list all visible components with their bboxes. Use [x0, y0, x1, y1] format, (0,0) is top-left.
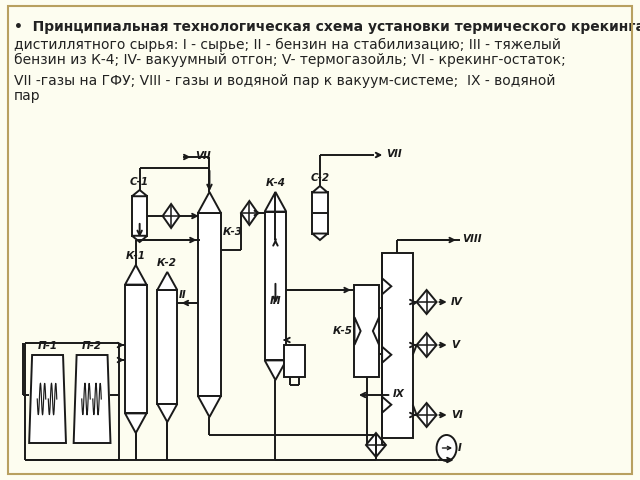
Bar — [132, 196, 147, 236]
Polygon shape — [125, 265, 147, 285]
Polygon shape — [157, 404, 177, 422]
Text: бензин из К-4; IV- вакуумный отгон; V- термогазойль; VI - крекинг-остаток;: бензин из К-4; IV- вакуумный отгон; V- т… — [14, 53, 566, 67]
Polygon shape — [198, 396, 221, 417]
Bar — [355, 285, 379, 377]
Polygon shape — [312, 234, 328, 240]
Polygon shape — [355, 317, 360, 345]
Text: V: V — [451, 340, 459, 350]
Text: К-4: К-4 — [266, 178, 285, 188]
Polygon shape — [157, 272, 177, 290]
Polygon shape — [265, 192, 286, 212]
Polygon shape — [29, 355, 66, 443]
Text: К-1: К-1 — [126, 251, 146, 261]
Bar — [157, 290, 177, 404]
Bar — [125, 285, 147, 413]
Polygon shape — [132, 190, 147, 196]
Polygon shape — [373, 317, 379, 345]
Bar — [265, 212, 286, 360]
Polygon shape — [198, 192, 221, 213]
Polygon shape — [382, 347, 391, 363]
Text: С-2: С-2 — [310, 173, 330, 183]
Polygon shape — [366, 433, 386, 457]
Bar — [382, 253, 413, 438]
Text: IV: IV — [451, 297, 463, 307]
Polygon shape — [74, 355, 111, 443]
Text: С-1: С-1 — [130, 177, 149, 187]
Bar — [312, 192, 328, 234]
Circle shape — [436, 435, 456, 461]
Text: VII -газы на ГФУ; VIII - газы и водяной пар к вакуум-системе;  IX - водяной: VII -газы на ГФУ; VIII - газы и водяной … — [14, 74, 556, 88]
Polygon shape — [382, 278, 391, 294]
Text: VIII: VIII — [462, 234, 481, 244]
Bar — [198, 213, 221, 396]
Polygon shape — [417, 290, 436, 314]
Text: дистиллятного сырья: I - сырье; II - бензин на стабилизацию; III - тяжелый: дистиллятного сырья: I - сырье; II - бен… — [14, 38, 561, 52]
Bar — [284, 345, 305, 377]
Polygon shape — [382, 396, 391, 413]
Text: I: I — [458, 443, 462, 453]
Text: К-2: К-2 — [157, 258, 177, 268]
Polygon shape — [163, 204, 180, 228]
Polygon shape — [241, 201, 258, 225]
Polygon shape — [417, 333, 436, 357]
Text: II: II — [179, 290, 186, 300]
Text: VII: VII — [387, 149, 403, 159]
Text: VI: VI — [451, 410, 463, 420]
Text: •  Принципиальная технологическая схема установки термического крекинга: • Принципиальная технологическая схема у… — [14, 20, 640, 34]
Polygon shape — [132, 236, 147, 242]
Polygon shape — [312, 186, 328, 192]
Text: пар: пар — [14, 89, 40, 103]
Text: IX: IX — [393, 389, 404, 399]
Text: III: III — [269, 296, 281, 306]
Text: К-3: К-3 — [223, 227, 243, 237]
Text: К-5: К-5 — [333, 326, 353, 336]
Polygon shape — [125, 413, 147, 433]
Polygon shape — [265, 360, 286, 380]
Text: П-1: П-1 — [38, 341, 58, 351]
Text: VII: VII — [195, 151, 211, 161]
Polygon shape — [417, 403, 436, 427]
Text: П-2: П-2 — [82, 341, 102, 351]
